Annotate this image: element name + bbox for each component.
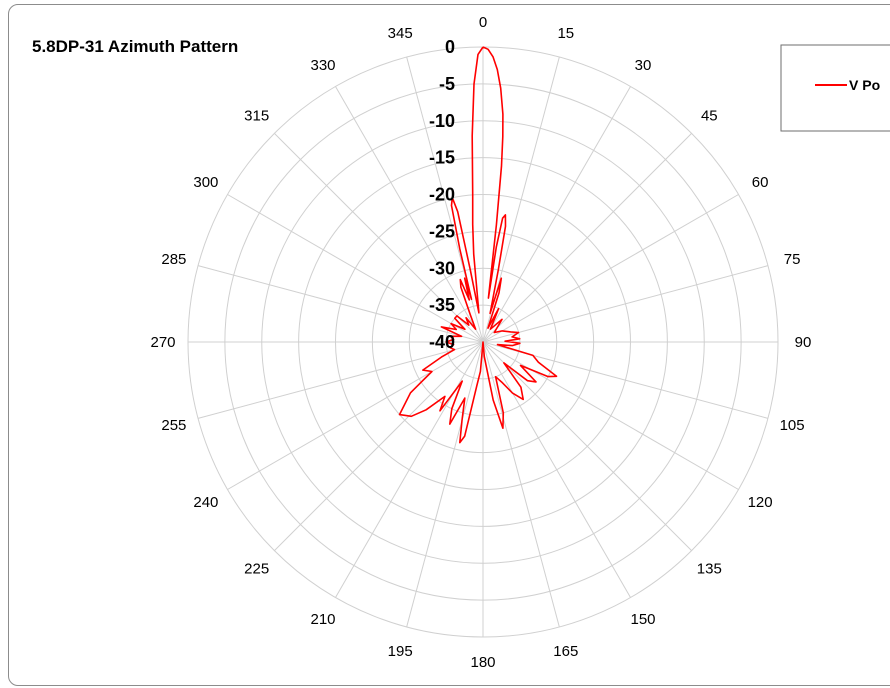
legend-box [780,44,890,132]
grid-spoke-22 [335,86,484,343]
grid-spoke-3 [482,133,692,343]
grid-spoke-21 [274,133,484,343]
grid-spoke-2 [482,86,631,343]
angle-label-75: 75 [784,251,801,268]
chart-title: 5.8DP-31 Azimuth Pattern [32,37,238,56]
radial-label-1: -5 [439,74,455,94]
angle-label-90: 90 [795,334,812,351]
angle-label-315: 315 [244,108,269,125]
angle-label-60: 60 [752,174,769,191]
chart-frame: 0 15 30 45 60 75 90 105 120 135 150 165 180 195 210 225… [8,4,890,686]
angle-label-225: 225 [244,560,269,577]
angle-label-210: 210 [310,611,335,628]
angle-label-15: 15 [557,25,574,42]
radial-label-3: -15 [429,148,455,168]
polar-chart: 0 15 30 45 60 75 90 105 120 135 150 165 180 195 210 225… [32,14,890,671]
angle-label-165: 165 [553,643,578,660]
angle-label-240: 240 [193,494,218,511]
grid-spoke-14 [335,341,484,598]
angle-label-195: 195 [388,643,413,660]
grid-spoke-20 [227,194,484,343]
angular-grid-spokes [188,47,778,637]
grid-spoke-9 [482,341,692,551]
grid-spoke-17 [197,341,484,419]
radial-label-8: -40 [429,332,455,352]
grid-spoke-13 [406,341,484,628]
grid-spoke-16 [227,341,484,490]
grid-spoke-4 [482,194,739,343]
angle-label-30: 30 [635,57,652,74]
angle-label-180: 180 [470,654,495,671]
radial-label-0: 0 [445,37,455,57]
angle-label-0: 0 [479,14,487,31]
angle-label-45: 45 [701,108,718,125]
angle-label-120: 120 [748,494,773,511]
grid-spoke-5 [482,265,769,343]
angle-label-300: 300 [193,174,218,191]
angle-label-255: 255 [161,417,186,434]
legend-label-v-po: V Po [849,77,880,93]
angle-label-150: 150 [630,611,655,628]
radial-tick-labels: 0 -5 -10 -15 -20 -25 -30 -35 -40 [429,37,455,352]
grid-spoke-11 [482,341,560,628]
angle-label-270: 270 [150,334,175,351]
series-line-0 [398,46,558,444]
radial-label-5: -25 [429,221,455,241]
angle-label-345: 345 [388,25,413,42]
series-layer [398,46,558,444]
grid-spoke-10 [482,341,631,598]
angle-label-330: 330 [310,57,335,74]
grid-spoke-15 [274,341,484,551]
angle-label-105: 105 [780,417,805,434]
angle-label-285: 285 [161,251,186,268]
angle-label-135: 135 [697,560,722,577]
radial-label-4: -20 [429,185,455,205]
grid-spoke-8 [482,341,739,490]
radial-label-2: -10 [429,111,455,131]
legend: V Po [780,44,890,132]
radial-label-7: -35 [429,295,455,315]
grid-spoke-19 [197,265,484,343]
angle-tick-labels: 0 15 30 45 60 75 90 105 120 135 150 165 180 195 210 225… [150,14,811,671]
radial-label-6: -30 [429,258,455,278]
